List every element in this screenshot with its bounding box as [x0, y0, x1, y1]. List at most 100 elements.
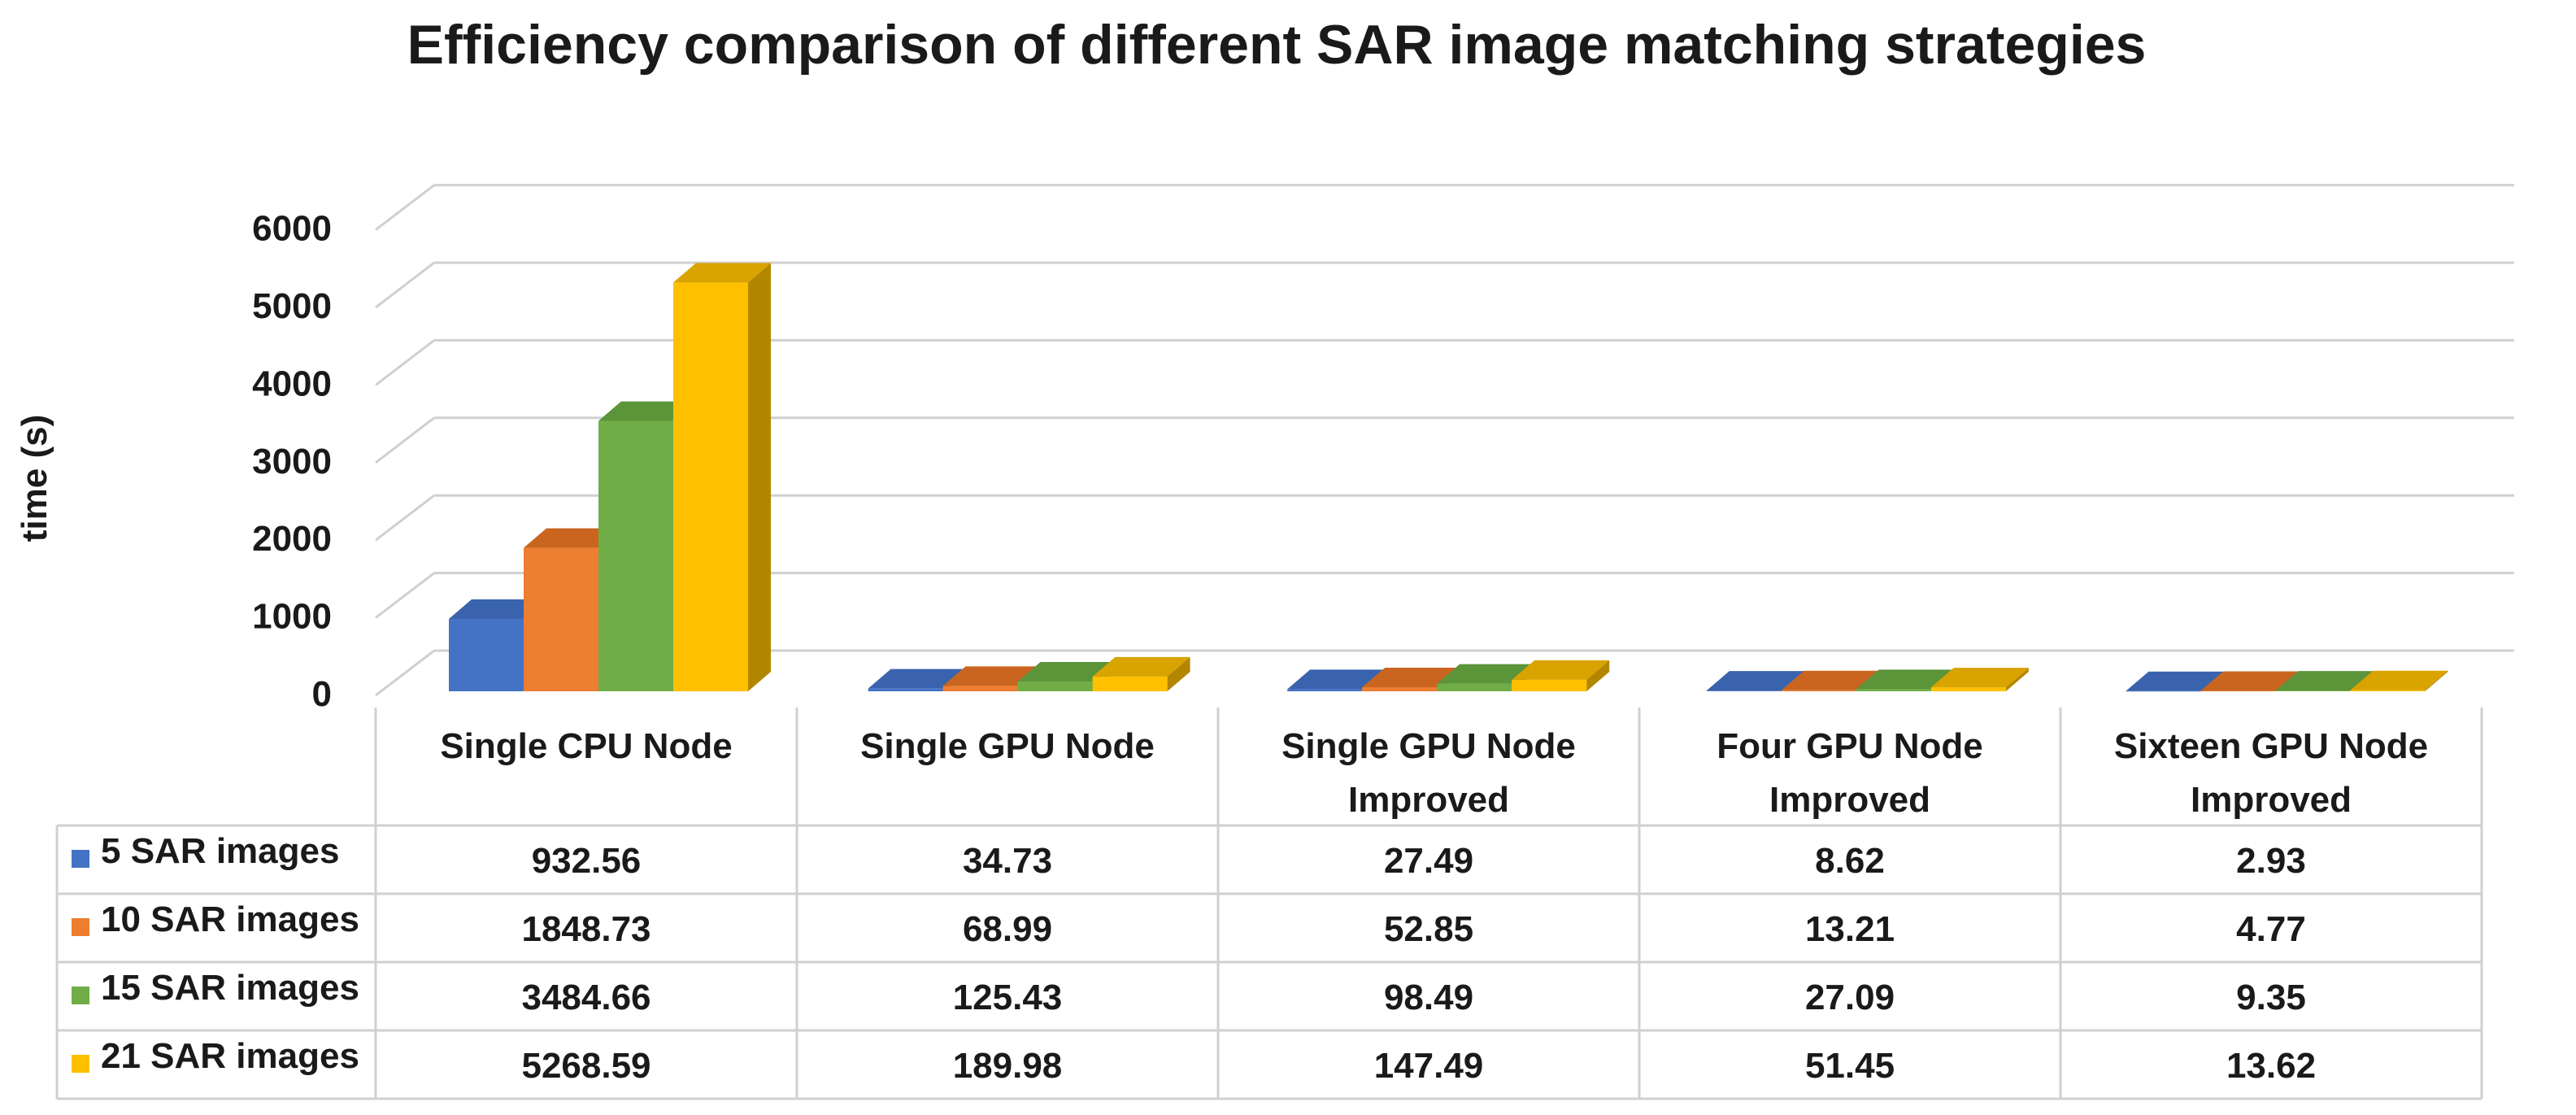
y-tick-label: 1000 — [252, 597, 332, 637]
legend-swatch — [72, 850, 89, 868]
bar-top — [2200, 671, 2299, 691]
table-cell-value: 51.45 — [1805, 1046, 1895, 1086]
bar — [524, 547, 598, 691]
y-axis: 0 1000 2000 3000 4000 5000 6000 — [252, 209, 332, 714]
y-tick-label: 2000 — [252, 519, 332, 559]
bar — [2275, 690, 2351, 691]
chart-title: Efficiency comparison of different SAR i… — [407, 14, 2147, 76]
table-cell-value: 932.56 — [532, 841, 642, 881]
bar-side — [2425, 670, 2448, 691]
bar-top — [598, 401, 696, 421]
table-cell-value: 98.49 — [1384, 978, 1473, 1017]
bar-side — [2005, 668, 2029, 691]
table-cell-value: 2.93 — [2236, 841, 2306, 881]
data-table: Single CPU Node Single GPU Node Single GPU… — [55, 708, 2483, 1100]
bar — [1856, 689, 1931, 691]
gridline-diagonal — [375, 649, 435, 697]
legend-swatch — [72, 1055, 89, 1073]
gridline-diagonal — [375, 184, 435, 231]
bars — [449, 263, 2448, 692]
bar-top — [1017, 662, 1116, 682]
bar-top — [868, 669, 966, 689]
category-label: Single GPU Node — [860, 726, 1155, 766]
bar-top — [449, 599, 546, 620]
bar — [1512, 679, 1587, 691]
category-label: Sixteen GPU Node — [2114, 726, 2428, 766]
gridline-diagonal — [375, 416, 435, 464]
y-tick-label: 5000 — [252, 286, 332, 326]
bar-side — [748, 263, 771, 691]
category-label: Improved — [1769, 780, 1930, 820]
y-tick-label: 6000 — [252, 209, 332, 249]
category-label: Improved — [1348, 780, 1509, 820]
table-cell-value: 34.73 — [963, 841, 1052, 881]
table-cell-value: 1848.73 — [521, 909, 651, 949]
bar — [1930, 687, 2006, 691]
bar-top — [1512, 660, 1610, 680]
bar — [673, 282, 748, 691]
bar-top — [524, 528, 621, 548]
table-cell-value: 13.21 — [1805, 909, 1895, 949]
bar-top — [1437, 664, 1535, 684]
bar — [1092, 676, 1168, 691]
category-label: Single GPU Node — [1281, 726, 1576, 766]
table-cell-value: 4.77 — [2236, 909, 2306, 949]
bar — [1706, 690, 1782, 691]
bar — [598, 420, 673, 691]
table-cell-value: 8.62 — [1815, 841, 1885, 881]
legend-label: 21 SAR images — [101, 1036, 359, 1076]
bar — [2200, 690, 2276, 692]
bar — [1437, 683, 1512, 691]
table-cell-value: 5268.59 — [521, 1046, 651, 1086]
bar-side — [1167, 656, 1190, 691]
table-cell-value: 189.98 — [953, 1046, 1063, 1086]
gridline-diagonal — [375, 494, 435, 542]
bar-top — [1706, 671, 1804, 691]
bar — [449, 619, 524, 691]
bar — [868, 688, 943, 691]
category-label: Improved — [2191, 780, 2352, 820]
y-tick-label: 4000 — [252, 364, 332, 403]
bar-top — [1781, 670, 1879, 690]
table-cell-value: 52.85 — [1384, 909, 1473, 949]
legend-label: 15 SAR images — [101, 968, 359, 1008]
legend-label: 10 SAR images — [101, 899, 359, 939]
gridlines — [375, 184, 2514, 697]
legend-swatch — [72, 987, 89, 1004]
bar — [2126, 690, 2201, 692]
bar-top — [2350, 670, 2448, 690]
bar-top — [2275, 671, 2374, 691]
bar-top — [1930, 668, 2029, 688]
y-tick-label: 3000 — [252, 442, 332, 481]
legend-swatch — [72, 918, 89, 936]
table-cell-value: 68.99 — [963, 909, 1052, 949]
table-cell-value: 9.35 — [2236, 978, 2306, 1017]
category-label: Single CPU Node — [440, 726, 732, 766]
bar-side — [1586, 660, 1610, 691]
gridline-diagonal — [375, 572, 435, 619]
bar — [1362, 686, 1438, 691]
bar — [1781, 690, 1856, 691]
table-cell-value: 27.49 — [1384, 841, 1473, 881]
bar-top — [942, 666, 1041, 686]
y-axis-title: time (s) — [15, 415, 54, 542]
legend-label: 5 SAR images — [101, 831, 339, 871]
bar-top — [1856, 669, 1954, 690]
table-cell-value: 13.62 — [2226, 1046, 2316, 1086]
bar — [1017, 682, 1093, 691]
bar-top — [1092, 656, 1190, 677]
bar-top — [2126, 671, 2224, 691]
bar — [1287, 689, 1363, 691]
table-cell-value: 147.49 — [1374, 1046, 1484, 1086]
gridline-diagonal — [375, 339, 435, 386]
table-cell-value: 3484.66 — [521, 978, 651, 1017]
category-label: Four GPU Node — [1717, 726, 1983, 766]
bar-top — [1362, 667, 1460, 687]
bar-top — [1287, 669, 1386, 690]
bar — [2350, 690, 2426, 691]
table-cell-value: 27.09 — [1805, 978, 1895, 1017]
y-tick-label: 0 — [312, 674, 332, 714]
gridline-diagonal — [375, 261, 435, 309]
